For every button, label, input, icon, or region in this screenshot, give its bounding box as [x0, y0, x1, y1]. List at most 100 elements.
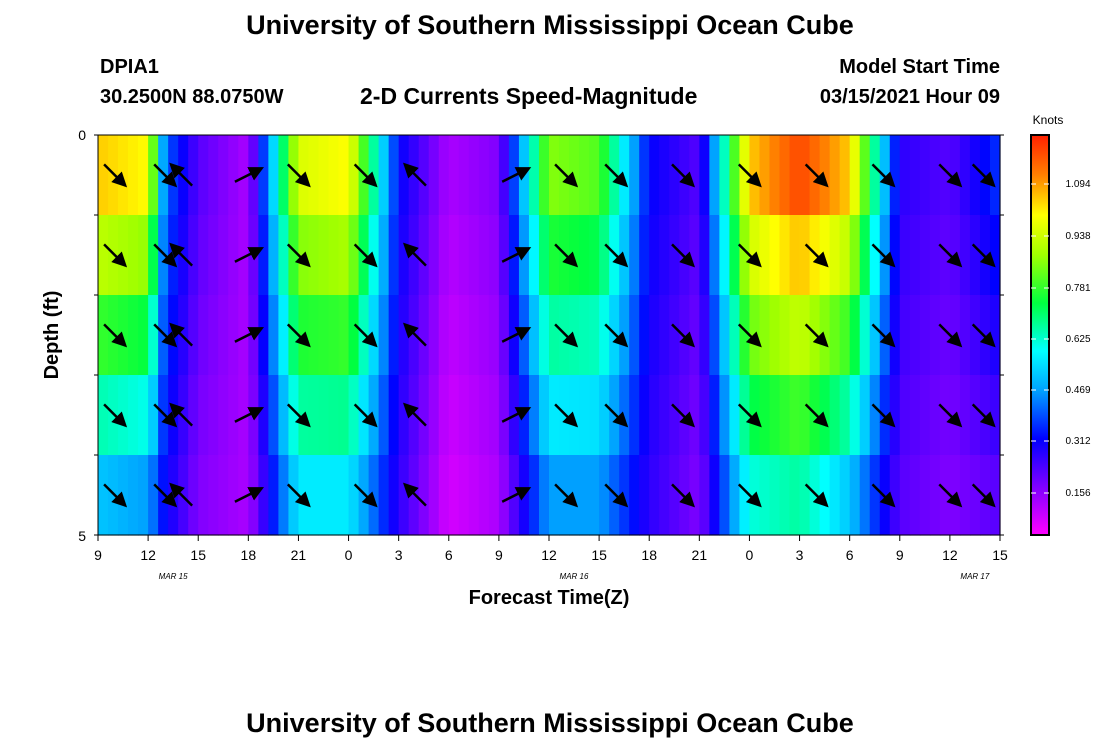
heatmap-cell — [218, 215, 229, 296]
current-arrow — [804, 323, 829, 348]
heatmap-cell — [989, 135, 1001, 216]
heatmap-cell — [659, 215, 670, 296]
heatmap-cell — [869, 375, 881, 456]
heatmap-cell — [488, 295, 500, 376]
heatmap-cell — [579, 295, 590, 376]
heatmap-cell — [919, 455, 931, 536]
heatmap-cell — [789, 135, 801, 216]
heatmap-cell — [148, 455, 159, 536]
current-arrow — [554, 163, 579, 188]
current-arrow — [286, 403, 311, 428]
heatmap-cell — [629, 215, 640, 296]
heatmap-cell — [398, 375, 410, 456]
heatmap-cell — [919, 295, 931, 376]
heatmap-cell — [258, 455, 269, 536]
heatmap-cell — [929, 455, 941, 536]
x-tick-label: 18 — [641, 547, 657, 563]
current-arrow — [671, 323, 696, 348]
heatmap-cell — [639, 135, 650, 216]
heatmap-cell — [398, 295, 410, 376]
heatmap-cell — [138, 295, 149, 376]
heatmap-cell — [288, 135, 300, 216]
heatmap-cell — [98, 135, 109, 216]
heatmap-cell — [118, 455, 129, 536]
heatmap-cell — [929, 215, 941, 296]
heatmap-cell — [579, 375, 590, 456]
current-arrow — [234, 167, 264, 183]
heatmap-cell — [498, 135, 510, 216]
current-arrow — [971, 243, 996, 268]
heatmap-cell — [438, 375, 450, 456]
heatmap-cell — [589, 455, 600, 536]
heatmap-cell — [418, 295, 430, 376]
heatmap-cell — [288, 455, 300, 536]
heatmap-cell — [318, 375, 330, 456]
current-arrow — [737, 323, 762, 348]
heatmap-cell — [128, 295, 139, 376]
heatmap-cell — [799, 295, 811, 376]
heatmap-cell — [789, 295, 801, 376]
current-arrow — [671, 163, 696, 188]
heatmap-cell — [909, 455, 921, 536]
current-arrow — [871, 323, 896, 348]
heatmap-cell — [729, 215, 741, 296]
heatmap-cell — [659, 375, 670, 456]
x-tick-label: 12 — [140, 547, 156, 563]
heatmap-cell — [689, 215, 700, 296]
current-arrow — [938, 163, 963, 188]
heatmap-cell — [669, 375, 680, 456]
heatmap-cell — [899, 215, 911, 296]
heatmap-cell — [729, 455, 741, 536]
heatmap-cell — [308, 295, 320, 376]
heatmap-cell — [338, 135, 350, 216]
current-arrow — [671, 403, 696, 428]
heatmap-cell — [619, 135, 630, 216]
heatmap-cell — [959, 455, 971, 536]
x-tick-label: 15 — [591, 547, 607, 563]
heatmap-cell — [478, 215, 490, 296]
x-axis-label: Forecast Time(Z) — [469, 587, 630, 609]
heatmap-cell — [709, 455, 720, 536]
heatmap-cell — [909, 295, 921, 376]
current-arrow — [804, 163, 829, 188]
heatmap-cell — [869, 295, 881, 376]
x-tick-label: 21 — [291, 547, 307, 563]
heatmap-cell — [919, 215, 931, 296]
heatmap-cell — [969, 295, 981, 376]
current-arrow — [737, 163, 762, 188]
heatmap-cell — [538, 455, 550, 536]
current-arrow — [737, 483, 762, 508]
current-arrow — [604, 323, 629, 348]
colorbar-gradient — [1030, 134, 1050, 536]
current-arrow — [286, 243, 311, 268]
heatmap-cell — [468, 375, 480, 456]
heatmap-cell — [318, 295, 330, 376]
heatmap-cell — [258, 295, 269, 376]
heatmap-cell — [498, 215, 510, 296]
heatmap-cell — [759, 455, 771, 536]
heatmap-cell — [849, 295, 861, 376]
heatmap-cell — [569, 215, 580, 296]
heatmap-cell — [438, 215, 450, 296]
footer-title: University of Southern Mississippi Ocean… — [246, 708, 854, 738]
heatmap-cell — [549, 375, 560, 456]
heatmap-cell — [528, 375, 540, 456]
current-arrow — [604, 163, 629, 188]
heatmap-cell — [769, 135, 781, 216]
heatmap-cell — [689, 455, 700, 536]
heatmap-cell — [599, 135, 610, 216]
current-arrow — [971, 403, 996, 428]
heatmap-cell — [779, 135, 791, 216]
heatmap-cell — [799, 215, 811, 296]
heatmap-cell — [889, 215, 901, 296]
heatmap-cell — [418, 375, 430, 456]
x-tick-label: 12 — [942, 547, 958, 563]
heatmap-cell — [889, 295, 901, 376]
heatmap-cell — [118, 215, 129, 296]
heatmap-cell — [458, 295, 470, 376]
heatmap-cell — [428, 135, 440, 216]
heatmap-cell — [849, 455, 861, 536]
heatmap-cell — [278, 295, 290, 376]
current-arrow — [501, 247, 532, 263]
